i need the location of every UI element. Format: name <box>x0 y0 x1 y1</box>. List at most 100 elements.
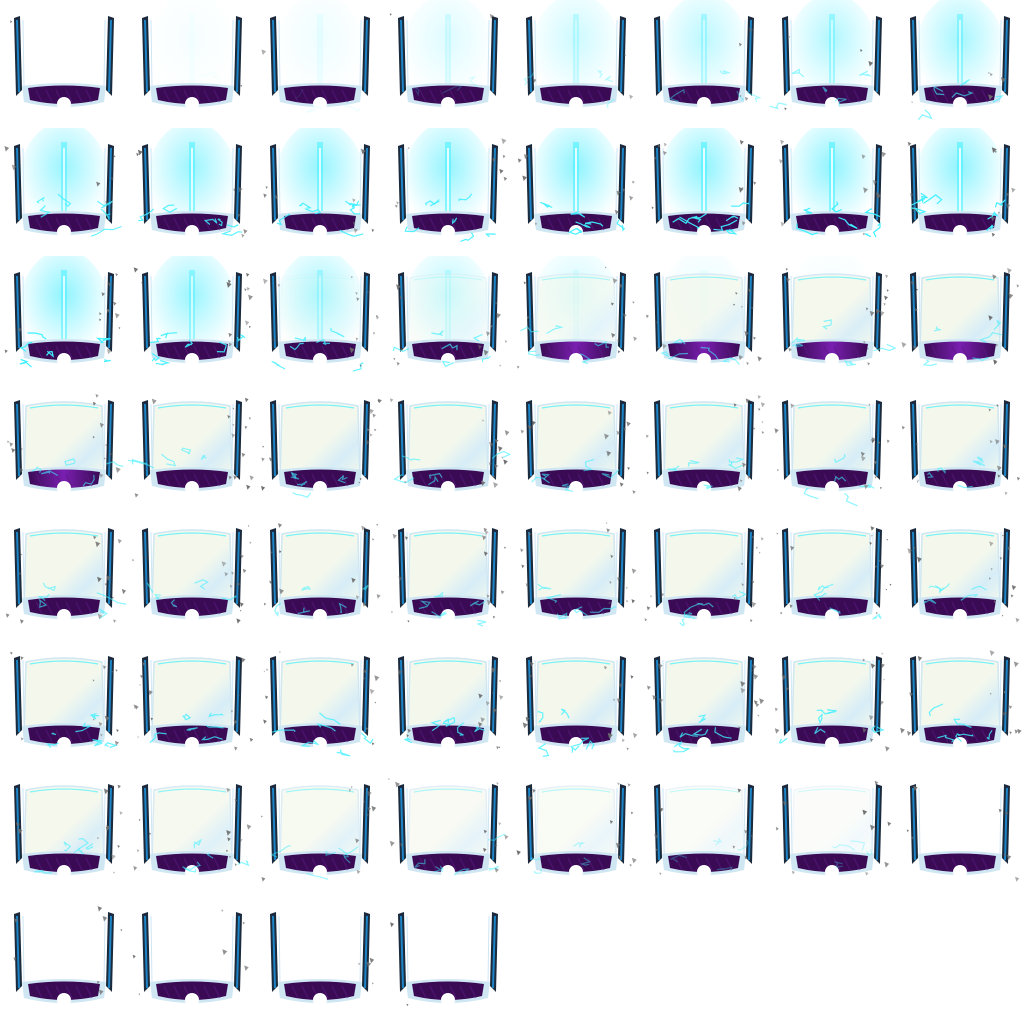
debris-shard <box>237 213 241 218</box>
base-stripe <box>65 729 73 743</box>
sprite-frame <box>128 0 256 128</box>
sprite-frame <box>0 0 128 128</box>
lightning-arc <box>960 593 979 601</box>
debris-shard <box>780 139 785 145</box>
pillar-right-trim <box>620 531 624 605</box>
sprite-frame-art <box>646 256 762 367</box>
sprite-frame <box>512 384 640 512</box>
base-light <box>569 353 583 367</box>
lightning-arc <box>153 594 161 600</box>
base-stripe <box>75 217 83 231</box>
sprite-frame-art <box>133 256 253 367</box>
lightning-arc <box>343 846 359 864</box>
debris-shard <box>492 615 496 619</box>
debris-shard <box>990 567 993 571</box>
lightning-arc <box>300 739 320 747</box>
lightning-arc <box>691 728 709 736</box>
base-stripe <box>419 473 427 487</box>
base-light <box>825 737 839 751</box>
debris-shard <box>501 456 504 459</box>
lightning-arc <box>297 607 311 615</box>
sprite-frame <box>640 512 768 640</box>
debris-shard <box>112 785 114 788</box>
debris-shard <box>231 571 234 575</box>
base-stripe <box>193 857 201 871</box>
debris-shard <box>496 746 499 750</box>
base-stripe <box>341 217 349 231</box>
lightning-arc <box>986 729 993 741</box>
lightning-arc <box>814 592 827 601</box>
lightning-arc <box>923 194 943 205</box>
lightning-arc <box>57 193 72 208</box>
sprite-frame <box>896 512 1024 640</box>
base-stripe <box>85 217 93 231</box>
lightning-arc <box>987 211 999 220</box>
lightning-arc <box>570 211 586 218</box>
base-light <box>825 225 839 239</box>
base-light <box>953 353 967 367</box>
debris-shard <box>1001 614 1004 617</box>
debris-shard <box>877 441 881 445</box>
debris-shard <box>630 675 634 679</box>
sprite-frame-art <box>901 268 1020 367</box>
pillar-left-highlight <box>278 659 281 729</box>
debris-shard <box>494 867 499 873</box>
debris-shard <box>104 457 106 460</box>
base-stripe <box>587 473 595 487</box>
debris-shard <box>7 440 10 444</box>
debris-shard <box>1004 853 1007 856</box>
base-stripe <box>981 217 989 231</box>
base-stripe <box>597 345 605 359</box>
lightning-arc <box>27 332 47 340</box>
debris-shard <box>277 283 281 288</box>
panel-top-edge <box>157 788 227 793</box>
pillar-right-trim <box>1004 403 1008 477</box>
pillar-left-trim <box>784 147 788 221</box>
debris-shard <box>503 459 508 465</box>
pillar-left-trim <box>400 531 404 605</box>
pillar-left-highlight <box>918 19 921 89</box>
pillar-right-trim <box>1004 659 1008 733</box>
debris-shard <box>753 674 759 680</box>
lightning-arc <box>872 613 882 620</box>
pillar-right-trim <box>748 787 752 861</box>
debris-shard <box>746 362 749 366</box>
pillar-right-highlight <box>999 275 1002 345</box>
debris-shard <box>486 594 490 599</box>
lightning-arc <box>533 868 543 875</box>
debris-shard <box>241 452 246 458</box>
debris-shard <box>493 482 499 489</box>
lightning-arc <box>575 221 591 229</box>
debris-shard <box>604 433 609 440</box>
debris-shard <box>880 700 884 705</box>
base-stripe <box>469 857 477 871</box>
sprite-frame <box>768 128 896 256</box>
debris-shard <box>356 595 360 600</box>
panel-top-edge <box>29 404 99 409</box>
debris-shard <box>742 462 747 468</box>
debris-shard <box>501 138 507 145</box>
pillar-left-trim <box>912 403 916 477</box>
lightning-arc <box>922 359 938 367</box>
debris-shard <box>627 783 631 787</box>
debris-shard <box>738 187 744 193</box>
pillar-right-trim <box>236 403 240 477</box>
pillar-right-trim <box>492 531 496 605</box>
debris-shard <box>249 737 254 742</box>
base-stripe <box>981 601 989 615</box>
pillar-left-highlight <box>22 403 25 473</box>
sprite-frame <box>0 128 128 256</box>
debris-shard <box>913 785 918 792</box>
debris-shard <box>880 663 885 668</box>
debris-shard <box>525 716 530 722</box>
base-stripe <box>75 729 83 743</box>
lightning-arc <box>337 847 350 858</box>
lightning-arc <box>827 708 838 715</box>
energy-beam-core <box>447 148 449 218</box>
debris-shard <box>232 423 235 427</box>
debris-shard <box>373 332 376 335</box>
base-stripe <box>429 601 437 615</box>
debris-shard <box>732 845 736 849</box>
base-stripe <box>971 857 979 871</box>
debris-shard <box>233 188 236 192</box>
